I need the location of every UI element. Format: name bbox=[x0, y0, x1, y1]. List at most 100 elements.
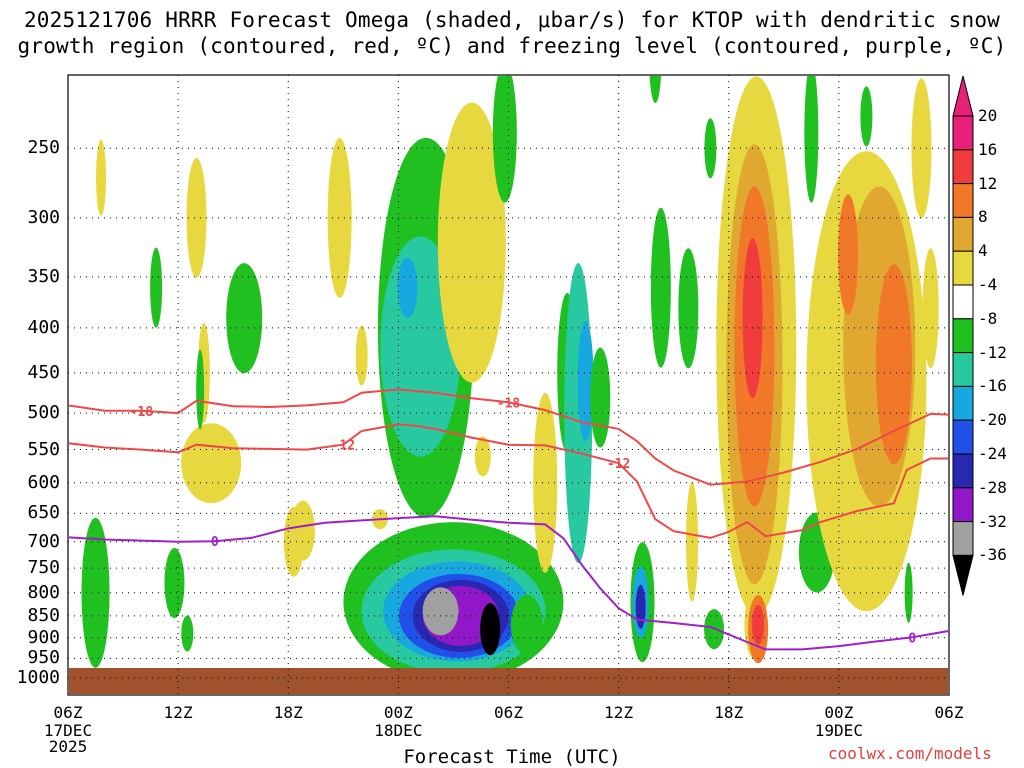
colorbar-top-arrow bbox=[952, 75, 974, 117]
contour-label: -12 bbox=[332, 439, 355, 454]
y-tick-300: 300 bbox=[27, 206, 60, 228]
colorbar-label-13: -36 bbox=[978, 545, 1007, 565]
y-tick-850: 850 bbox=[27, 604, 60, 626]
contour-label: -18 bbox=[497, 396, 521, 411]
omega-shade-28 bbox=[480, 603, 501, 656]
omega-shade-39 bbox=[650, 207, 671, 368]
colorbar-segment-9 bbox=[952, 419, 974, 455]
omega-shade-33 bbox=[577, 321, 594, 442]
y-tick-700: 700 bbox=[27, 530, 60, 552]
colorbar-segment-12 bbox=[952, 521, 974, 556]
omega-shade-1 bbox=[186, 157, 207, 278]
contour-label: -12 bbox=[607, 457, 630, 472]
omega-shade-9 bbox=[474, 436, 491, 477]
omega-shade-37 bbox=[635, 584, 646, 629]
omega-shade-52 bbox=[804, 76, 819, 203]
colorbar-label-3: 8 bbox=[978, 207, 988, 227]
omega-shade-59 bbox=[922, 248, 939, 369]
x-date-label: 17DEC bbox=[43, 721, 93, 740]
y-tick-950: 950 bbox=[27, 647, 60, 669]
omega-shade-12 bbox=[181, 423, 242, 504]
omega-shade-8 bbox=[492, 76, 517, 203]
plot-frame bbox=[67, 74, 950, 696]
omega-shade-6 bbox=[397, 257, 418, 318]
chart-title-line2: growth region (contoured, red, ºC) and f… bbox=[17, 34, 1007, 58]
y-tick-250: 250 bbox=[27, 137, 60, 159]
x-tick-6: 12Z bbox=[163, 703, 193, 722]
colorbar-segment-7 bbox=[952, 352, 974, 387]
omega-shade-3 bbox=[355, 325, 368, 386]
colorbar-segment-8 bbox=[952, 385, 974, 421]
omega-shade-58 bbox=[860, 86, 873, 147]
colorbar-label-10: -24 bbox=[978, 444, 1007, 463]
omega-shade-18 bbox=[181, 615, 194, 652]
omega-shade-17 bbox=[164, 548, 185, 619]
omega-shade-19 bbox=[283, 506, 304, 577]
y-tick-400: 400 bbox=[27, 316, 60, 338]
omega-shade-2 bbox=[327, 137, 352, 298]
x-axis-label: Forecast Time (UTC) bbox=[403, 746, 621, 768]
colorbar-segment-5 bbox=[952, 284, 974, 320]
x-tick-18: 00Z bbox=[383, 703, 413, 722]
colorbar-label-11: -28 bbox=[978, 477, 1007, 497]
colorbar-label-1: 16 bbox=[978, 139, 998, 159]
source-credit: coolwx.com/models bbox=[828, 744, 992, 763]
colorbar-label-8: -16 bbox=[978, 376, 1007, 396]
colorbar-segment-4 bbox=[952, 250, 974, 286]
omega-shade-11 bbox=[226, 263, 263, 374]
x-tick-42: 00Z bbox=[824, 703, 854, 722]
colorbar-label-9: -20 bbox=[978, 410, 1007, 430]
colorbar-label-0: 20 bbox=[978, 106, 998, 125]
colorbar-label-4: 4 bbox=[978, 241, 988, 261]
y-tick-650: 650 bbox=[27, 502, 60, 524]
omega-shade-7 bbox=[437, 102, 506, 383]
colorbar-label-5: -4 bbox=[978, 275, 998, 294]
x-tick-30: 12Z bbox=[604, 703, 634, 722]
colorbar-segment-3 bbox=[952, 216, 974, 252]
y-tick-350: 350 bbox=[27, 265, 60, 287]
y-tick-550: 550 bbox=[27, 438, 60, 460]
y-tick-450: 450 bbox=[27, 361, 60, 383]
colorbar-segment-11 bbox=[952, 487, 974, 523]
colorbar-bottom-arrow bbox=[952, 554, 974, 596]
x-year-label: 2025 bbox=[48, 737, 88, 756]
colorbar-segment-0 bbox=[952, 115, 974, 151]
contour-label: 0 bbox=[211, 535, 219, 550]
contour-line-0 bbox=[69, 388, 948, 486]
omega-shade-56 bbox=[838, 194, 859, 315]
omega-shade-0 bbox=[96, 139, 107, 216]
y-tick-750: 750 bbox=[27, 557, 60, 579]
omega-shade-29 bbox=[510, 594, 543, 655]
colorbar-label-7: -12 bbox=[978, 342, 1007, 362]
y-tick-1000: 1000 bbox=[16, 667, 60, 688]
y-tick-800: 800 bbox=[27, 581, 60, 603]
chart-title-line1: 2025121706 HRRR Forecast Omega (shaded, … bbox=[23, 8, 1001, 32]
colorbar-segment-10 bbox=[952, 453, 974, 489]
x-tick-0: 06Z bbox=[53, 703, 83, 722]
colorbar-label-12: -32 bbox=[978, 511, 1007, 531]
colorbar-segment-6 bbox=[952, 318, 974, 354]
x-tick-36: 18Z bbox=[714, 703, 744, 722]
colorbar-label-6: -8 bbox=[978, 308, 998, 328]
contour-label: 0 bbox=[908, 631, 916, 646]
x-date-label: 19DEC bbox=[814, 721, 863, 740]
omega-shade-27 bbox=[422, 587, 459, 636]
omega-shade-57 bbox=[911, 78, 932, 219]
omega-shade-15 bbox=[196, 349, 205, 430]
omega-shade-50 bbox=[752, 604, 765, 645]
contour-label: -18 bbox=[130, 405, 154, 420]
colorbar-label-2: 12 bbox=[978, 173, 998, 193]
omega-shade-10 bbox=[150, 247, 163, 328]
omega-shade-48 bbox=[742, 238, 763, 399]
contour-line-2 bbox=[69, 515, 948, 651]
omega-shade-34 bbox=[590, 347, 611, 448]
colorbar-segment-2 bbox=[952, 183, 974, 218]
x-tick-24: 06Z bbox=[494, 703, 523, 722]
omega-shade-55 bbox=[875, 264, 912, 465]
x-tick-12: 18Z bbox=[273, 703, 303, 722]
colorbar-segment-1 bbox=[952, 149, 974, 185]
y-tick-500: 500 bbox=[27, 402, 60, 424]
y-tick-600: 600 bbox=[27, 471, 60, 493]
contour-line-1 bbox=[69, 423, 948, 539]
